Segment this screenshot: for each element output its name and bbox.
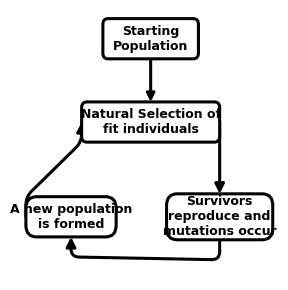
Text: Natural Selection of
fit individuals: Natural Selection of fit individuals xyxy=(81,108,221,136)
Text: Survivors
reproduce and
mutations occur: Survivors reproduce and mutations occur xyxy=(163,195,276,238)
FancyBboxPatch shape xyxy=(82,102,220,142)
Text: A new population
is formed: A new population is formed xyxy=(10,203,132,231)
FancyBboxPatch shape xyxy=(103,19,198,59)
Text: Starting
Population: Starting Population xyxy=(113,25,188,53)
FancyBboxPatch shape xyxy=(166,194,273,240)
FancyBboxPatch shape xyxy=(26,197,116,237)
